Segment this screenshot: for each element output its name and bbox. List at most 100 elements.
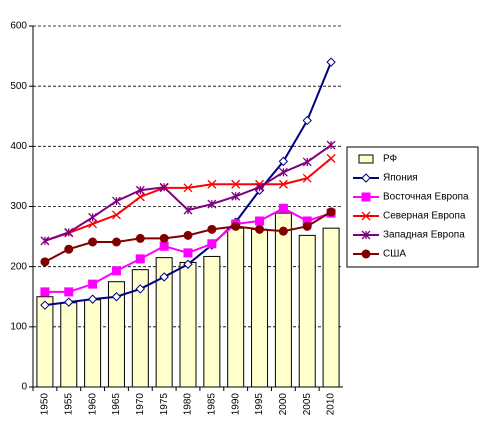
marker: [111, 266, 121, 276]
marker: [40, 300, 50, 310]
marker: [302, 173, 312, 183]
y-tick-label: 100: [10, 321, 27, 332]
x-tick-label: 2000: [278, 393, 289, 416]
bar: [36, 296, 54, 388]
marker: [278, 167, 288, 177]
bar: [203, 255, 221, 388]
marker: [112, 196, 121, 206]
marker: [135, 192, 145, 202]
marker: [183, 259, 193, 269]
y-tick-label: 600: [10, 21, 27, 32]
marker: [183, 183, 193, 193]
y-tick-label: 0: [21, 382, 27, 393]
marker: [135, 233, 145, 243]
legend-label: Западная Европа: [383, 230, 465, 241]
marker: [207, 224, 217, 234]
marker: [159, 272, 169, 282]
legend-marker: [361, 192, 371, 202]
marker: [207, 239, 217, 249]
marker: [64, 244, 74, 254]
legend-marker: [361, 249, 371, 259]
marker: [302, 157, 312, 167]
marker: [231, 179, 241, 189]
marker: [326, 57, 336, 67]
marker: [183, 205, 193, 215]
marker: [183, 248, 193, 258]
bar: [322, 227, 340, 388]
legend-label: США: [383, 249, 406, 260]
bar: [60, 302, 78, 388]
legend-marker: [361, 230, 371, 240]
bar: [155, 257, 173, 388]
marker: [135, 254, 145, 264]
legend-label: Япония: [383, 173, 418, 184]
marker: [302, 221, 312, 231]
marker: [135, 284, 146, 294]
marker: [255, 182, 264, 192]
marker: [231, 221, 241, 231]
marker: [40, 287, 50, 297]
bar: [251, 228, 269, 388]
marker: [88, 219, 98, 229]
y-tick-label: 500: [10, 81, 27, 92]
x-tick-label: 1985: [206, 393, 217, 416]
x-tick-label: 1960: [87, 393, 98, 416]
marker: [278, 203, 288, 213]
x-tick-label: 1970: [135, 393, 146, 416]
marker: [231, 191, 241, 201]
legend-box: [346, 146, 479, 268]
x-tick-label: 2010: [326, 393, 337, 416]
x-tick-label: 1980: [183, 393, 194, 416]
x-tick-label: 1950: [40, 393, 51, 416]
bar: [84, 299, 102, 388]
bar: [298, 234, 316, 388]
marker: [135, 185, 145, 195]
marker: [278, 226, 288, 236]
marker: [111, 237, 121, 247]
legend-marker: [361, 211, 371, 221]
marker: [88, 212, 98, 222]
marker: [64, 287, 74, 297]
y-tick-label: 400: [10, 141, 27, 152]
x-tick-label: 1955: [63, 393, 74, 416]
bar: [274, 212, 292, 388]
marker: [88, 279, 98, 289]
marker: [88, 237, 98, 247]
marker: [255, 224, 265, 234]
marker: [326, 207, 336, 217]
x-tick-label: 1965: [111, 393, 122, 416]
marker: [40, 236, 50, 246]
marker: [159, 233, 169, 243]
x-tick-label: 1975: [159, 393, 170, 416]
marker: [64, 227, 74, 237]
marker: [326, 153, 336, 163]
marker: [40, 257, 50, 267]
legend-swatch: [358, 154, 374, 164]
marker: [183, 230, 193, 240]
marker: [111, 292, 122, 302]
legend-label: Северная Европа: [383, 211, 466, 222]
legend-marker: [361, 173, 371, 183]
marker: [159, 241, 169, 251]
legend-label: Восточная Европа: [383, 192, 469, 203]
marker: [278, 156, 289, 167]
marker: [112, 210, 121, 220]
x-tick-label: 2005: [302, 393, 313, 416]
marker: [64, 297, 74, 307]
marker: [255, 216, 265, 226]
y-tick-label: 300: [10, 201, 27, 212]
bar: [227, 227, 245, 388]
bar: [179, 261, 197, 388]
y-tick-label: 200: [10, 261, 27, 272]
x-tick-label: 1990: [230, 393, 241, 416]
marker: [159, 182, 169, 192]
x-tick-label: 1995: [254, 393, 265, 416]
legend-label: РФ: [383, 154, 398, 165]
marker: [207, 179, 217, 189]
bar: [131, 269, 149, 388]
marker: [278, 179, 288, 189]
marker: [326, 140, 336, 150]
marker: [207, 199, 217, 209]
marker: [87, 294, 98, 304]
